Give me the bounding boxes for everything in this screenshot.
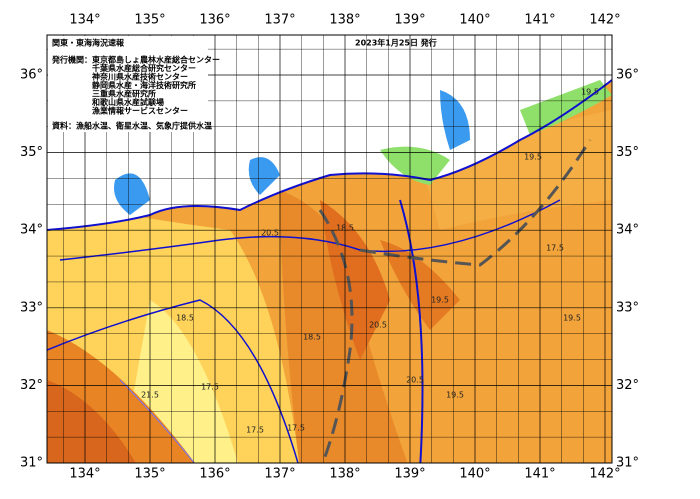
y-tick-label: 33° <box>20 300 43 315</box>
isotherm-label: 19.5 <box>431 296 449 305</box>
y-tick-label: 36° <box>20 68 43 83</box>
x-tick-label: 134° <box>69 13 100 28</box>
issuer-name: 和歌山県水産試験場 <box>92 97 164 107</box>
isotherm-label: 17.5 <box>246 426 264 435</box>
source: 資料：漁船水温、衛星水温、気象庁提供水温 <box>52 121 212 131</box>
x-tick-label: 137° <box>264 467 295 482</box>
isotherm-label: 19.5 <box>446 391 464 400</box>
x-tick-label: 141° <box>524 467 555 482</box>
x-tick-label: 141° <box>524 13 555 28</box>
x-tick-label: 140° <box>459 467 490 482</box>
y-tick-label: 34° <box>616 223 639 238</box>
legend-panel <box>48 36 208 132</box>
x-tick-label: 138° <box>329 13 360 28</box>
isotherm-label: 19.5 <box>563 314 581 323</box>
x-tick-label: 139° <box>394 467 425 482</box>
y-tick-label: 32° <box>616 378 639 393</box>
issuer-name: 静岡県水産・海洋技術研究所 <box>92 80 196 90</box>
isotherm-label: 19.5 <box>524 153 542 162</box>
issuer-name: 東京都島しょ農林水産総合センター <box>92 55 220 65</box>
isotherm-label: 20.5 <box>369 321 387 330</box>
y-tick-label: 35° <box>20 145 43 160</box>
x-tick-label: 137° <box>264 13 295 28</box>
title: 関東・東海海況速報 <box>52 38 125 48</box>
isotherm-label: 18.5 <box>176 314 194 323</box>
x-tick-label: 136° <box>199 467 230 482</box>
x-tick-label: 135° <box>134 13 165 28</box>
x-tick-label: 136° <box>199 13 230 28</box>
issuer-name: 三重県水産研究所 <box>92 89 156 99</box>
y-tick-label: 33° <box>616 300 639 315</box>
x-tick-label: 142° <box>589 467 620 482</box>
isotherm-label: 17.5 <box>287 424 305 433</box>
map-frame <box>46 34 613 464</box>
x-tick-label: 139° <box>394 13 425 28</box>
x-tick-label: 142° <box>589 13 620 28</box>
issuer-name: 千葉県水産総合研究センター <box>92 63 196 73</box>
y-tick-label: 31° <box>616 456 639 471</box>
isotherm-label: 20.5 <box>261 229 279 238</box>
y-tick-label: 32° <box>20 378 43 393</box>
isotherm-label: 19.5 <box>581 88 599 97</box>
isotherm-label: 20.5 <box>406 376 424 385</box>
x-tick-label: 138° <box>329 467 360 482</box>
isotherm-label: 17.5 <box>546 244 564 253</box>
issuer-name: 神奈川県水産技術センター <box>92 72 188 82</box>
y-tick-label: 34° <box>20 223 43 238</box>
x-tick-label: 134° <box>69 467 100 482</box>
issue-date: 2023年1月25日 発行 <box>355 38 437 48</box>
x-tick-label: 140° <box>459 13 490 28</box>
x-tick-label: 135° <box>134 467 165 482</box>
y-tick-label: 36° <box>616 68 639 83</box>
isotherm-label: 17.5 <box>201 383 219 392</box>
isotherm-label: 18.5 <box>303 333 321 342</box>
isotherm-label: 21.5 <box>141 391 159 400</box>
issuers-heading: 発行機関： <box>51 55 92 65</box>
y-tick-label: 31° <box>20 456 43 471</box>
isotherm-label: 18.5 <box>336 224 354 233</box>
y-tick-label: 35° <box>616 145 639 160</box>
issuer-name: 漁業情報サービスセンター <box>92 106 188 116</box>
